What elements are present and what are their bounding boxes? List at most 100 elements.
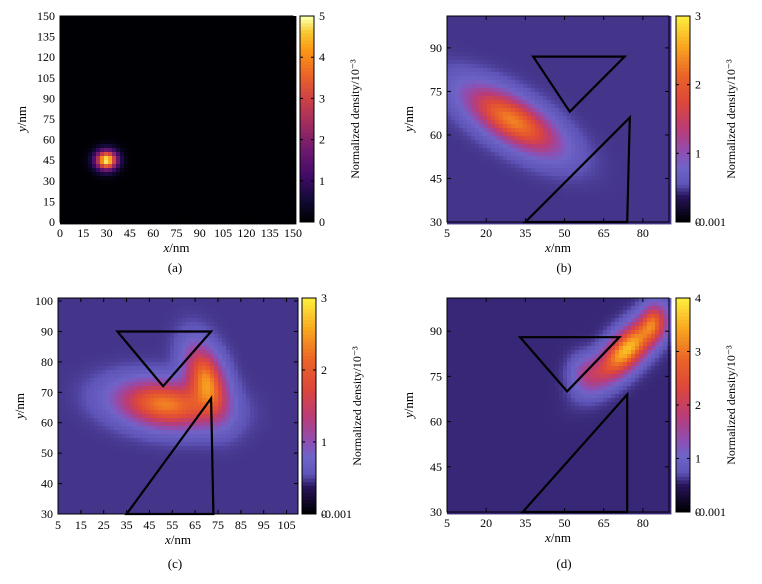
heat-cell <box>659 56 663 60</box>
heat-cell <box>547 136 551 140</box>
heat-cell <box>499 56 503 60</box>
heat-cell <box>184 100 188 104</box>
heat-cell <box>507 96 511 100</box>
heat-cell <box>268 40 272 44</box>
heat-cell <box>511 108 515 112</box>
heat-cell <box>555 36 559 40</box>
heat-cell <box>224 152 228 156</box>
heat-cell <box>168 204 172 208</box>
heat-cell <box>555 68 559 72</box>
heat-cell <box>76 148 80 152</box>
heat-cell <box>228 52 232 56</box>
heat-cell <box>96 136 100 140</box>
heat-cell <box>112 52 116 56</box>
heat-cell <box>503 72 507 76</box>
heat-cell <box>92 124 96 128</box>
heat-cell <box>587 16 591 20</box>
heat-cell <box>180 152 184 156</box>
heat-cell <box>475 112 479 116</box>
heat-cell <box>471 28 475 32</box>
heat-cell <box>519 92 523 96</box>
heat-cell <box>208 180 212 184</box>
heat-cell <box>88 132 92 136</box>
heat-cell <box>244 168 248 172</box>
heat-cell <box>160 120 164 124</box>
heat-cell <box>160 36 164 40</box>
heat-cell <box>591 36 595 40</box>
heat-cell <box>551 116 555 120</box>
heat-cell <box>88 180 92 184</box>
heat-cell <box>455 76 459 80</box>
heat-cell <box>68 176 72 180</box>
heat-cell <box>104 208 108 212</box>
heat-cell <box>228 172 232 176</box>
heat-cell <box>124 68 128 72</box>
colorbar-segment <box>300 74 314 78</box>
heat-cell <box>511 32 515 36</box>
heat-cell <box>467 48 471 52</box>
heat-cell <box>228 32 232 36</box>
heat-cell <box>212 76 216 80</box>
heat-cell <box>96 116 100 120</box>
heat-cell <box>623 108 627 112</box>
heat-cell <box>523 72 527 76</box>
heat-cell <box>196 196 200 200</box>
heat-cell <box>483 52 487 56</box>
heat-cell <box>244 180 248 184</box>
heat-cell <box>268 120 272 124</box>
heat-cell <box>575 140 579 144</box>
heat-cell <box>120 112 124 116</box>
heat-cell <box>511 68 515 72</box>
heat-cell <box>603 92 607 96</box>
heat-cell <box>216 68 220 72</box>
heat-cell <box>479 128 483 132</box>
heat-cell <box>659 80 663 84</box>
heat-cell <box>124 136 128 140</box>
heat-cell <box>647 116 651 120</box>
heat-cell <box>463 124 467 128</box>
heat-cell <box>144 64 148 68</box>
heat-cell <box>232 168 236 172</box>
heat-cell <box>655 40 659 44</box>
heat-cell <box>547 132 551 136</box>
heat-cell <box>280 24 284 28</box>
heat-cell <box>475 116 479 120</box>
heat-cell <box>92 196 96 200</box>
heat-cell <box>587 120 591 124</box>
heat-cell <box>104 160 108 164</box>
heat-cell <box>651 24 655 28</box>
heat-cell <box>511 36 515 40</box>
heat-cell <box>256 92 260 96</box>
heat-cell <box>168 128 172 132</box>
heat-cell <box>511 40 515 44</box>
heat-cell <box>284 116 288 120</box>
heat-cell <box>84 56 88 60</box>
heat-cell <box>495 52 499 56</box>
heat-cell <box>168 136 172 140</box>
heat-cell <box>651 76 655 80</box>
heat-cell <box>519 68 523 72</box>
heat-cell <box>64 188 68 192</box>
heat-cell <box>60 132 64 136</box>
heat-cell <box>180 96 184 100</box>
heat-cell <box>208 148 212 152</box>
heat-cell <box>156 24 160 28</box>
heat-cell <box>635 56 639 60</box>
heat-cell <box>168 164 172 168</box>
heat-cell <box>108 216 112 220</box>
heat-cell <box>515 56 519 60</box>
heat-cell <box>471 20 475 24</box>
heat-cell <box>240 68 244 72</box>
heat-cell <box>264 92 268 96</box>
heat-cell <box>116 152 120 156</box>
heat-cell <box>583 100 587 104</box>
heat-cell <box>148 188 152 192</box>
heat-cell <box>663 28 667 32</box>
heat-cell <box>80 168 84 172</box>
heat-cell <box>60 196 64 200</box>
heat-cell <box>527 60 531 64</box>
heat-cell <box>80 44 84 48</box>
heat-cell <box>479 80 483 84</box>
heat-cell <box>136 160 140 164</box>
heat-cell <box>220 24 224 28</box>
